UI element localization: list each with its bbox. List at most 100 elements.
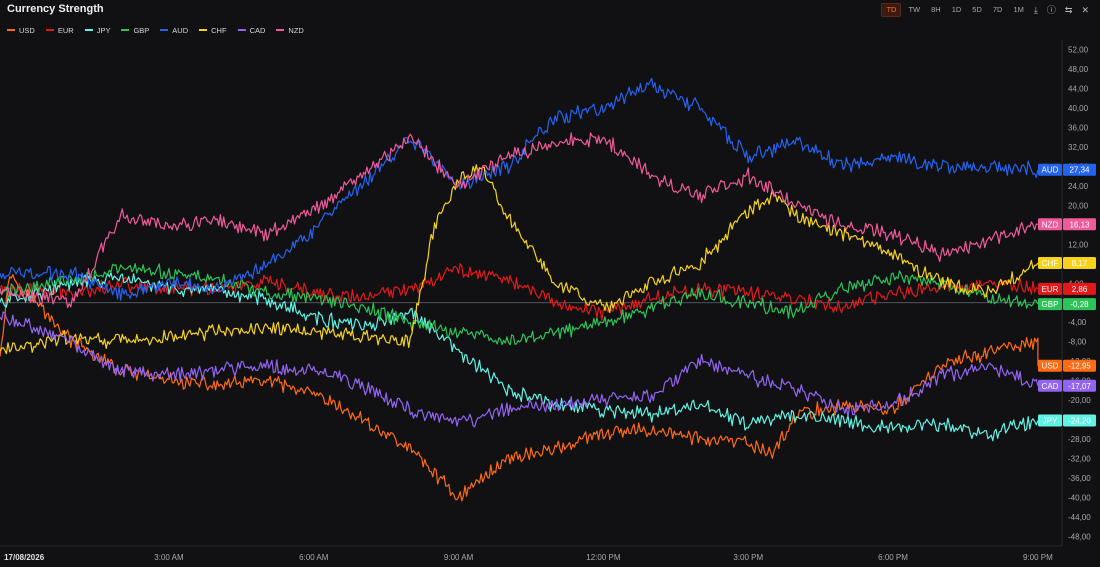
legend-label: AUD xyxy=(172,25,189,35)
legend-swatch xyxy=(45,29,54,31)
x-tick-label: 17/08/2026 xyxy=(4,553,45,562)
y-tick-label: 40,00 xyxy=(1068,104,1089,113)
legend-label: CAD xyxy=(249,25,266,35)
timeframe-1d-button[interactable]: 1D xyxy=(951,4,962,14)
settings-icon[interactable]: ⇆ xyxy=(1064,4,1073,15)
y-tick-label: 44,00 xyxy=(1068,85,1089,94)
currency-tag-label: NZD xyxy=(1042,220,1059,229)
x-tick-label: 3:00 PM xyxy=(733,553,763,562)
y-tick-label: 32,00 xyxy=(1068,143,1089,152)
x-tick-label: 12:00 PM xyxy=(586,553,621,562)
timeframe-5d-button[interactable]: 5D xyxy=(972,4,982,14)
x-tick-label: 3:00 AM xyxy=(154,553,184,562)
series-line-cad xyxy=(0,311,1039,428)
value-badge xyxy=(1063,163,1096,176)
currency-tag xyxy=(1038,282,1062,295)
series-line-eur xyxy=(0,263,1039,321)
legend-item-eur[interactable]: EUR xyxy=(45,25,74,35)
help-icon[interactable]: ⓘ xyxy=(1046,4,1056,15)
currency-tag-label: USD xyxy=(1042,362,1059,371)
y-tick-label: -48,00 xyxy=(1068,532,1091,541)
series-line-chf xyxy=(0,164,1039,355)
y-tick-label: -8,00 xyxy=(1068,338,1087,347)
y-tick-label: 24,00 xyxy=(1068,182,1089,191)
legend-item-chf[interactable]: CHF xyxy=(199,26,227,35)
legend-swatch xyxy=(276,29,285,31)
y-tick-label: -32,00 xyxy=(1068,454,1091,463)
legend-item-nzd[interactable]: NZD xyxy=(276,25,304,35)
y-tick-label: -28,00 xyxy=(1068,435,1091,444)
end-label-cad: CAD -17,07 xyxy=(1038,379,1096,392)
legend-item-jpy[interactable]: JPY xyxy=(84,25,111,35)
x-tick-label: 9:00 AM xyxy=(444,553,474,562)
value-badge-label: -0,28 xyxy=(1070,300,1089,309)
y-tick-label: -44,00 xyxy=(1068,513,1091,522)
currency-tag xyxy=(1038,379,1062,392)
value-badge-label: 16,13 xyxy=(1069,220,1090,229)
y-tick-label: -36,00 xyxy=(1068,474,1091,483)
close-icon[interactable]: ✕ xyxy=(1081,4,1089,15)
value-badge xyxy=(1063,218,1096,231)
currency-tag-label: JPY xyxy=(1043,416,1058,425)
series-line-usd xyxy=(0,274,1039,502)
x-tick-label: 6:00 AM xyxy=(299,553,329,562)
legend-label: USD xyxy=(19,25,35,35)
series-line-gbp xyxy=(0,263,1039,346)
end-label-nzd: NZD 16,13 xyxy=(1038,218,1096,231)
legend-label: EUR xyxy=(57,25,74,35)
x-tick-label: 6:00 PM xyxy=(878,553,908,562)
currency-tag xyxy=(1038,414,1062,427)
legend-item-usd[interactable]: USD xyxy=(7,26,35,35)
timeframe-td-button[interactable]: TD xyxy=(881,2,902,17)
end-label-jpy: JPY -24,20 xyxy=(1038,414,1096,427)
y-tick-label: 52,00 xyxy=(1068,46,1089,55)
timeframe-tw-button[interactable]: TW xyxy=(908,4,921,14)
timeframe-8h-button[interactable]: 8H xyxy=(931,4,941,14)
legend-swatch xyxy=(121,29,130,31)
value-badge xyxy=(1063,298,1096,311)
value-badge xyxy=(1063,256,1096,269)
series-line-aud xyxy=(0,77,1039,301)
legend-swatch xyxy=(160,29,169,31)
y-tick-label: -40,00 xyxy=(1068,493,1091,502)
currency-tag xyxy=(1038,163,1062,176)
x-tick-label: 9:00 PM xyxy=(1023,553,1053,562)
legend-swatch xyxy=(7,29,15,31)
legend-swatch xyxy=(237,29,246,31)
currency-tag-label: GBP xyxy=(1042,300,1059,309)
value-badge-label: -24,20 xyxy=(1068,416,1091,425)
y-tick-label: -4,00 xyxy=(1068,318,1087,327)
currency-tag-label: EUR xyxy=(1042,285,1059,294)
download-icon[interactable]: ⤓ xyxy=(1033,4,1038,15)
timeframe-1m-button[interactable]: 1M xyxy=(1013,4,1024,14)
header-bar: Currency Strength TD TW 8H 1D 5D 7D 1M ⤓ ⓘ ⇆ ✕ xyxy=(0,0,1100,20)
page-title: Currency Strength xyxy=(7,3,104,15)
currency-tag xyxy=(1038,359,1062,372)
legend-label: JPY xyxy=(96,25,111,35)
legend-item-gbp[interactable]: GBP xyxy=(121,26,149,35)
currency-tag-label: CHF xyxy=(1042,259,1059,268)
legend-swatch xyxy=(84,29,93,31)
legend-label: NZD xyxy=(288,25,304,35)
legend-item-aud[interactable]: AUD xyxy=(160,26,188,35)
end-label-aud: AUD 27,34 xyxy=(1038,163,1096,176)
value-badge-label: 2,86 xyxy=(1072,285,1088,294)
y-tick-label: 12,00 xyxy=(1068,240,1089,249)
legend-label: GBP xyxy=(133,25,150,35)
value-badge-label: -12,95 xyxy=(1068,362,1091,371)
chart-legend: USD EUR JPY GBP AUD CHF CAD NZD xyxy=(7,24,304,36)
value-badge xyxy=(1063,282,1096,295)
value-badge-label: 27,34 xyxy=(1069,166,1090,175)
timeframe-7d-button[interactable]: 7D xyxy=(992,4,1003,14)
end-label-chf: CHF 8,17 xyxy=(1038,256,1096,269)
legend-swatch xyxy=(199,29,208,31)
value-badge xyxy=(1063,414,1096,427)
end-label-gbp: GBP -0,28 xyxy=(1038,298,1096,311)
y-tick-label: 48,00 xyxy=(1068,65,1089,74)
currency-tag xyxy=(1038,218,1062,231)
y-tick-label: 36,00 xyxy=(1068,124,1089,133)
legend-item-cad[interactable]: CAD xyxy=(237,25,266,35)
y-tick-label: -20,00 xyxy=(1068,396,1091,405)
end-label-usd: USD -12,95 xyxy=(1038,359,1096,372)
